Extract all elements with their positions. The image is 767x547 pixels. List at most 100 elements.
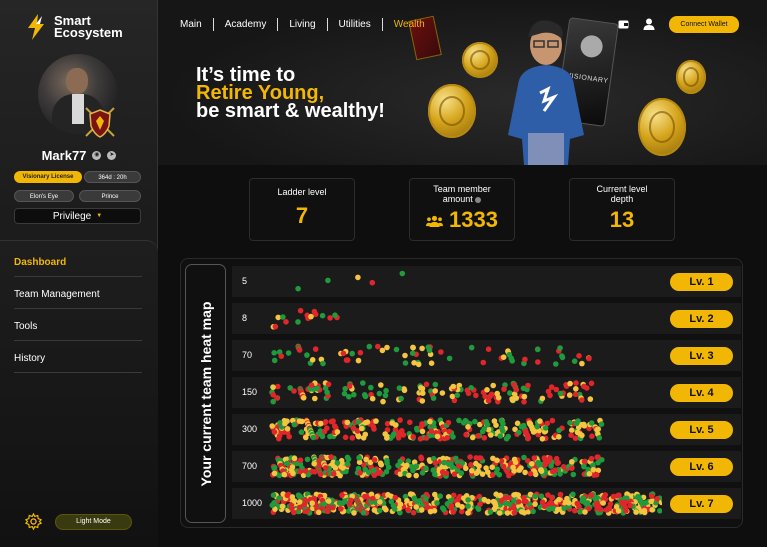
- level-5-button[interactable]: Lv. 5: [670, 421, 733, 439]
- team-member-dot: [484, 387, 490, 393]
- team-member-dot: [439, 505, 446, 511]
- username-row: Mark77 ◉ ➤: [0, 148, 158, 163]
- team-member-dot: [319, 312, 326, 319]
- team-member-dot: [405, 507, 411, 513]
- team-member-dot: [561, 499, 568, 506]
- wallet-icon[interactable]: [618, 19, 629, 29]
- tab-utilities[interactable]: Utilities: [328, 18, 383, 31]
- tab-wealth[interactable]: Wealth: [393, 19, 425, 30]
- license-timer: 364d : 20h: [84, 171, 141, 183]
- team-member-dot: [490, 382, 497, 389]
- team-member-dot: [556, 427, 562, 434]
- team-member-dot: [555, 506, 561, 513]
- team-member-dot: [575, 418, 581, 424]
- team-member-dot: [377, 499, 383, 505]
- team-member-dot: [296, 499, 303, 505]
- team-member-dot: [402, 352, 408, 359]
- team-member-dot: [371, 457, 378, 463]
- privilege-dropdown[interactable]: Privilege ▼: [14, 208, 141, 224]
- level-2-button[interactable]: Lv. 2: [670, 310, 733, 328]
- team-member-dot: [397, 458, 404, 465]
- team-member-dot: [416, 498, 423, 504]
- team-member-dot: [462, 417, 469, 424]
- team-member-dot: [269, 423, 275, 429]
- team-member-dot: [570, 471, 577, 478]
- team-member-dot: [316, 509, 322, 516]
- tab-living[interactable]: Living: [278, 18, 328, 31]
- avatar-head: [66, 68, 88, 94]
- team-member-dot: [325, 381, 332, 388]
- level-6-button[interactable]: Lv. 6: [670, 458, 733, 476]
- team-member-dot: [465, 390, 472, 397]
- team-member-dot: [349, 435, 356, 441]
- sidebar-item-tools[interactable]: Tools: [14, 309, 142, 341]
- team-member-dot: [286, 433, 292, 440]
- ladder-level-card: Ladder level 7: [249, 178, 355, 241]
- level-depth-label-1: Current level: [596, 184, 648, 194]
- team-member-dot: [369, 395, 376, 402]
- eye-icon[interactable]: ◉: [92, 151, 102, 160]
- team-member-dot: [468, 344, 475, 351]
- team-member-dot: [325, 277, 331, 284]
- team-member-dot: [538, 468, 545, 474]
- coin-decoration: [676, 60, 706, 94]
- user-icon[interactable]: [643, 18, 655, 30]
- sidebar-item-dashboard[interactable]: Dashboard: [14, 245, 142, 277]
- light-mode-toggle[interactable]: Light Mode: [55, 514, 132, 530]
- level-3-button[interactable]: Lv. 3: [670, 347, 733, 365]
- team-member-dot: [515, 492, 522, 498]
- team-member-dot: [593, 472, 600, 478]
- team-member-dot: [392, 426, 399, 433]
- team-member-dot: [601, 494, 607, 501]
- team-member-dot: [428, 428, 435, 434]
- team-member-dot: [310, 434, 317, 441]
- team-member-dot: [395, 462, 401, 469]
- tab-academy[interactable]: Academy: [214, 18, 279, 31]
- telegram-icon[interactable]: ➤: [107, 151, 117, 160]
- team-member-dot: [579, 432, 585, 439]
- team-member-dot: [633, 509, 639, 515]
- team-member-dot: [469, 468, 475, 474]
- team-member-dot: [576, 353, 582, 359]
- username: Mark77: [41, 148, 87, 163]
- team-member-card: Team member amount 1333: [409, 178, 515, 241]
- team-member-dot: [303, 434, 309, 441]
- avatar[interactable]: [38, 54, 118, 138]
- team-member-dot: [363, 456, 369, 463]
- ladder-level-label: Ladder level: [277, 187, 327, 197]
- team-member-dot: [579, 397, 585, 403]
- team-member-dot: [511, 509, 518, 516]
- level-4-button[interactable]: Lv. 4: [670, 384, 733, 402]
- level-1-button[interactable]: Lv. 1: [670, 273, 733, 291]
- gear-icon[interactable]: [25, 513, 42, 530]
- team-member-dot: [284, 426, 291, 432]
- app-logo[interactable]: Smart Ecosystem: [24, 14, 123, 40]
- team-member-dot: [622, 504, 628, 511]
- sidebar-nav-panel: Dashboard Team Management Tools History: [0, 240, 158, 547]
- team-member-dot: [525, 435, 531, 442]
- connect-wallet-button[interactable]: Connect Wallet: [669, 16, 739, 33]
- team-member-dot: [302, 497, 309, 504]
- team-member-dot: [300, 472, 307, 479]
- sidebar-item-history[interactable]: History: [14, 341, 142, 373]
- level-7-button[interactable]: Lv. 7: [670, 495, 733, 513]
- team-member-dot: [513, 395, 520, 401]
- team-member-dot: [291, 498, 298, 504]
- team-member-dot: [426, 347, 433, 354]
- logo-icon: [28, 14, 44, 40]
- team-member-dot: [532, 501, 538, 507]
- team-member-dot: [317, 471, 324, 478]
- team-member-dot: [572, 435, 579, 441]
- team-member-dot: [371, 426, 377, 432]
- team-member-dot: [419, 345, 425, 352]
- sidebar-item-team-management[interactable]: Team Management: [14, 277, 142, 309]
- heat-map-title: Your current team heat map: [198, 301, 214, 487]
- info-icon[interactable]: [475, 196, 482, 203]
- team-member-dot: [588, 492, 594, 498]
- team-member-dot: [411, 360, 417, 366]
- tab-main[interactable]: Main: [180, 18, 214, 31]
- team-member-dot: [439, 469, 446, 475]
- team-member-dot: [434, 500, 440, 506]
- team-member-dot: [324, 389, 330, 396]
- team-member-dot: [325, 503, 332, 510]
